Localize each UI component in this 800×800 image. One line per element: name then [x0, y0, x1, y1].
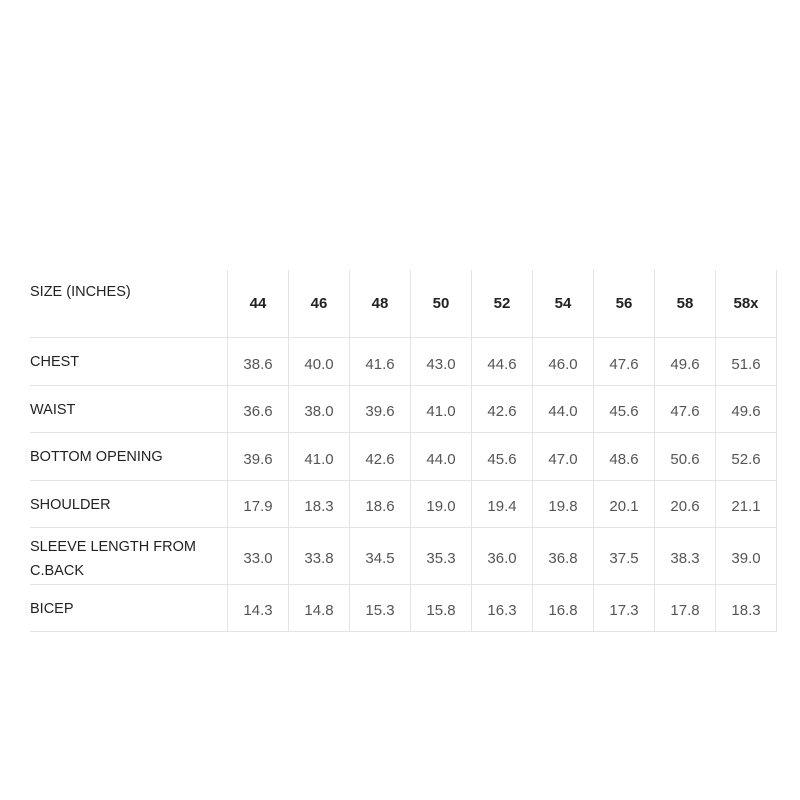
measurement-cell: 46.0 — [532, 337, 594, 386]
size-header: 52 — [471, 270, 533, 338]
row-label: SHOULDER — [30, 480, 228, 528]
measurement-cell: 49.6 — [715, 385, 777, 433]
measurement-cell: 35.3 — [410, 527, 472, 585]
measurement-cell: 42.6 — [471, 385, 533, 433]
measurement-cell: 15.3 — [349, 584, 411, 632]
header-row: SIZE (INCHES) 44 46 48 50 52 54 56 58 58x — [30, 270, 777, 338]
measurement-cell: 52.6 — [715, 432, 777, 481]
measurement-cell: 48.6 — [593, 432, 655, 481]
measurement-cell: 38.3 — [654, 527, 716, 585]
header-label: SIZE (INCHES) — [30, 270, 228, 338]
measurement-cell: 45.6 — [593, 385, 655, 433]
measurement-cell: 33.0 — [227, 527, 289, 585]
measurement-cell: 36.0 — [471, 527, 533, 585]
measurement-cell: 36.6 — [227, 385, 289, 433]
measurement-cell: 18.3 — [288, 480, 350, 528]
size-chart-table: SIZE (INCHES) 44 46 48 50 52 54 56 58 58x CHEST 3… — [30, 270, 777, 632]
measurement-cell: 49.6 — [654, 337, 716, 386]
measurement-cell: 47.0 — [532, 432, 594, 481]
measurement-cell: 19.8 — [532, 480, 594, 528]
measurement-cell: 33.8 — [288, 527, 350, 585]
measurement-cell: 15.8 — [410, 584, 472, 632]
measurement-cell: 40.0 — [288, 337, 350, 386]
measurement-cell: 36.8 — [532, 527, 594, 585]
measurement-cell: 41.0 — [288, 432, 350, 481]
measurement-cell: 38.6 — [227, 337, 289, 386]
measurement-cell: 44.6 — [471, 337, 533, 386]
measurement-cell: 39.6 — [349, 385, 411, 433]
measurement-cell: 17.9 — [227, 480, 289, 528]
size-header: 44 — [227, 270, 289, 338]
size-header: 58 — [654, 270, 716, 338]
size-header: 48 — [349, 270, 411, 338]
table-row: CHEST 38.6 40.0 41.6 43.0 44.6 46.0 47.6 49.6 51.… — [30, 337, 777, 386]
size-header: 50 — [410, 270, 472, 338]
measurement-cell: 18.3 — [715, 584, 777, 632]
measurement-cell: 19.0 — [410, 480, 472, 528]
measurement-cell: 17.8 — [654, 584, 716, 632]
table-row: SLEEVE LENGTH FROM C.BACK 33.0 33.8 34.5 35.… — [30, 527, 777, 585]
measurement-cell: 14.8 — [288, 584, 350, 632]
measurement-cell: 39.0 — [715, 527, 777, 585]
measurement-cell: 47.6 — [593, 337, 655, 386]
measurement-cell: 41.0 — [410, 385, 472, 433]
size-header: 56 — [593, 270, 655, 338]
measurement-cell: 34.5 — [349, 527, 411, 585]
size-header: 58x — [715, 270, 777, 338]
measurement-cell: 16.8 — [532, 584, 594, 632]
measurement-cell: 44.0 — [532, 385, 594, 433]
row-label: WAIST — [30, 385, 228, 433]
measurement-cell: 14.3 — [227, 584, 289, 632]
measurement-cell: 50.6 — [654, 432, 716, 481]
measurement-cell: 20.6 — [654, 480, 716, 528]
measurement-cell: 38.0 — [288, 385, 350, 433]
table-row: BOTTOM OPENING 39.6 41.0 42.6 44.0 45.6 47.0 48… — [30, 432, 777, 481]
size-header: 46 — [288, 270, 350, 338]
measurement-cell: 43.0 — [410, 337, 472, 386]
size-header: 54 — [532, 270, 594, 338]
measurement-cell: 16.3 — [471, 584, 533, 632]
table-row: WAIST 36.6 38.0 39.6 41.0 42.6 44.0 45.6 47.6 49.… — [30, 385, 777, 433]
measurement-cell: 45.6 — [471, 432, 533, 481]
measurement-cell: 21.1 — [715, 480, 777, 528]
row-label: CHEST — [30, 337, 228, 386]
measurement-cell: 51.6 — [715, 337, 777, 386]
measurement-cell: 18.6 — [349, 480, 411, 528]
measurement-cell: 39.6 — [227, 432, 289, 481]
row-label: BOTTOM OPENING — [30, 432, 228, 481]
measurement-cell: 37.5 — [593, 527, 655, 585]
row-label: BICEP — [30, 584, 228, 632]
measurement-cell: 47.6 — [654, 385, 716, 433]
row-label: SLEEVE LENGTH FROM C.BACK — [30, 527, 228, 585]
measurement-cell: 17.3 — [593, 584, 655, 632]
measurement-cell: 20.1 — [593, 480, 655, 528]
measurement-cell: 44.0 — [410, 432, 472, 481]
measurement-cell: 41.6 — [349, 337, 411, 386]
measurement-cell: 19.4 — [471, 480, 533, 528]
table-row: BICEP 14.3 14.8 15.3 15.8 16.3 16.8 17.3 17.8 18.… — [30, 584, 777, 632]
measurement-cell: 42.6 — [349, 432, 411, 481]
table-row: SHOULDER 17.9 18.3 18.6 19.0 19.4 19.8 20.1 20.6… — [30, 480, 777, 528]
